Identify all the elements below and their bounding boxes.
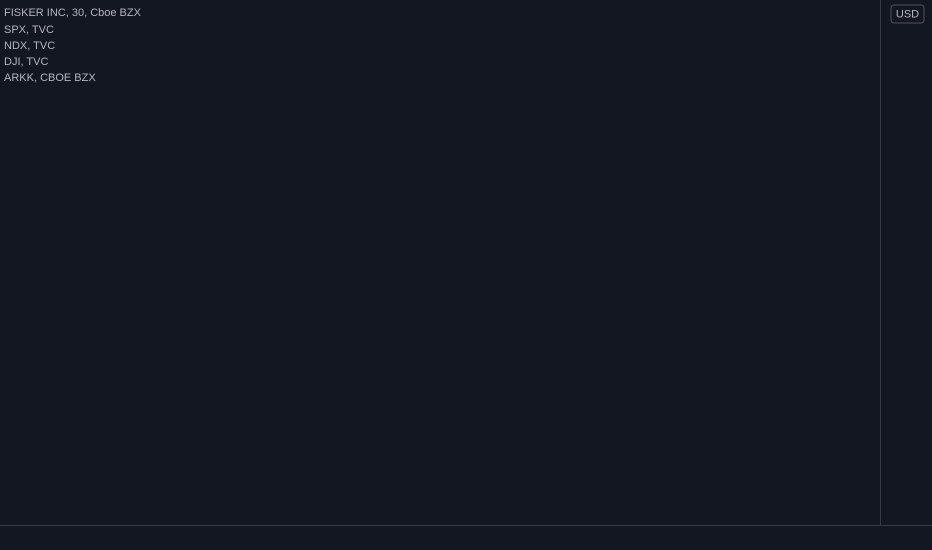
legend-item: ARKK, CBOE BZX <box>4 72 96 84</box>
legend-item: SPX, TVC <box>4 24 54 36</box>
legend-title: FISKER INC, 30, Cboe BZX <box>4 7 142 19</box>
currency[interactable]: USD <box>896 8 919 20</box>
legend: FISKER INC, 30, Cboe BZX SPX, TVC NDX, T… <box>4 7 142 84</box>
legend-item: NDX, TVC <box>4 40 55 52</box>
legend-item: DJI, TVC <box>4 56 48 68</box>
currency-box[interactable] <box>890 4 925 24</box>
